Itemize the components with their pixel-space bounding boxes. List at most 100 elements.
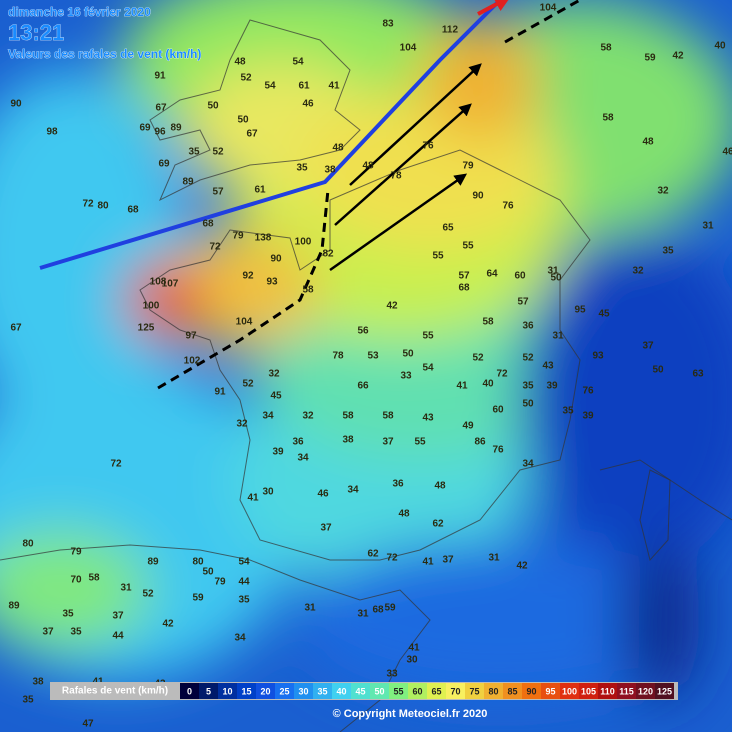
legend-swatch [199, 683, 218, 699]
station-value: 72 [110, 459, 122, 470]
station-value: 76 [502, 201, 514, 212]
legend-swatch [541, 683, 560, 699]
station-value: 39 [546, 381, 558, 392]
station-value: 58 [302, 285, 314, 296]
station-value: 43 [542, 361, 554, 372]
legend-swatch [294, 683, 313, 699]
station-value: 50 [652, 365, 664, 376]
station-value: 52 [472, 353, 484, 364]
legend-label: 125 [657, 686, 672, 696]
legend-label: 0 [187, 686, 192, 696]
station-value: 42 [162, 619, 174, 630]
station-value: 35 [238, 595, 250, 606]
station-value: 54 [238, 557, 250, 568]
station-value: 65 [442, 223, 454, 234]
legend-swatch [484, 683, 503, 699]
legend-label: 45 [355, 686, 365, 696]
station-value: 67 [155, 103, 167, 114]
station-value: 82 [322, 249, 334, 260]
station-value: 53 [367, 351, 379, 362]
station-value: 86 [474, 437, 486, 448]
station-value: 30 [406, 655, 418, 666]
legend-swatch [560, 683, 579, 699]
legend-swatch [465, 683, 484, 699]
station-value: 108 [150, 277, 167, 288]
station-value: 34 [262, 411, 274, 422]
legend-swatch [522, 683, 541, 699]
station-value: 69 [139, 123, 151, 134]
legend-label: 5 [206, 686, 211, 696]
legend-label: 70 [450, 686, 460, 696]
legend-label: 95 [545, 686, 555, 696]
station-value: 68 [202, 219, 214, 230]
station-value: 52 [522, 353, 534, 364]
station-value: 38 [32, 677, 44, 688]
station-value: 50 [402, 349, 414, 360]
date: dimanche 16 février 2020 [8, 5, 151, 19]
station-value: 83 [382, 19, 394, 30]
station-value: 55 [422, 331, 434, 342]
station-value: 50 [522, 399, 534, 410]
station-value: 31 [702, 221, 714, 232]
station-value: 43 [422, 413, 434, 424]
station-value: 79 [232, 231, 244, 242]
station-value: 58 [382, 411, 394, 422]
station-value: 62 [367, 549, 379, 560]
station-value: 38 [342, 435, 354, 446]
station-value: 41 [328, 81, 340, 92]
legend-swatch [275, 683, 294, 699]
legend-swatch [389, 683, 408, 699]
station-value: 35 [188, 147, 200, 158]
station-value: 48 [642, 137, 654, 148]
legend-label: 25 [279, 686, 289, 696]
legend-label: 115 [619, 686, 634, 696]
station-value: 58 [482, 317, 494, 328]
legend-swatch [332, 683, 351, 699]
wind-arrow [329, 173, 468, 272]
station-value: 52 [212, 147, 224, 158]
station-value: 79 [70, 547, 82, 558]
station-value: 36 [522, 321, 534, 332]
station-value: 55 [414, 437, 426, 448]
station-value: 50 [207, 101, 219, 112]
station-value: 32 [236, 419, 248, 430]
legend-label: 85 [507, 686, 517, 696]
legend-label: 60 [412, 686, 422, 696]
station-value: 96 [154, 127, 166, 138]
legend-swatch [370, 683, 389, 699]
station-value: 46 [302, 99, 314, 110]
legend-label: 15 [241, 686, 251, 696]
station-value: 35 [662, 246, 674, 257]
station-value: 47 [82, 719, 94, 730]
station-value: 48 [234, 57, 246, 68]
station-value: 58 [600, 43, 612, 54]
station-value: 50 [202, 567, 214, 578]
station-value: 41 [408, 643, 420, 654]
station-value: 91 [214, 387, 226, 398]
station-value: 66 [357, 381, 369, 392]
coastlines [0, 19, 732, 732]
station-value: 56 [357, 326, 369, 337]
station-value: 62 [432, 519, 444, 530]
station-value: 61 [298, 81, 310, 92]
station-value: 41 [456, 381, 468, 392]
station-value: 102 [184, 356, 201, 367]
station-value: 37 [382, 437, 394, 448]
station-value: 93 [592, 351, 604, 362]
station-value: 70 [70, 575, 82, 586]
station-value: 52 [240, 73, 252, 84]
station-value: 37 [112, 611, 124, 622]
station-value: 44 [112, 631, 124, 642]
station-value: 78 [390, 171, 402, 182]
station-value: 35 [22, 695, 34, 706]
station-value: 32 [268, 369, 280, 380]
station-value: 72 [496, 369, 508, 380]
station-value: 35 [62, 609, 74, 620]
legend-swatch [579, 683, 598, 699]
station-value: 79 [214, 577, 226, 588]
station-value: 54 [292, 57, 304, 68]
station-value: 58 [602, 113, 614, 124]
